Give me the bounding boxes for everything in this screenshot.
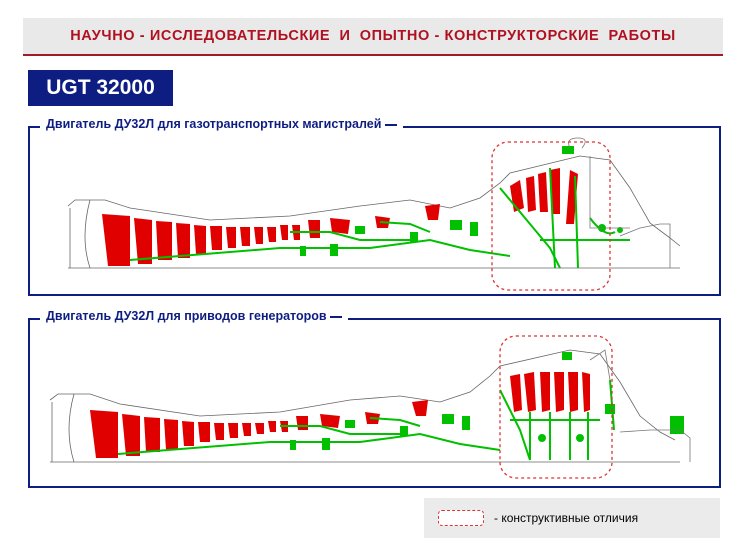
- panel-title: Двигатель ДУ32Л для приводов генераторов: [40, 309, 349, 323]
- legend: - конструктивные отличия: [424, 498, 720, 538]
- panel-title: Двигатель ДУ32Л для газотранспортных маг…: [40, 117, 403, 131]
- legend-label: - конструктивные отличия: [494, 511, 639, 525]
- engine-section-diagram: [49, 335, 691, 479]
- legend-dashed-box: [438, 510, 484, 526]
- panel-generator-drive: Двигатель ДУ32Л для приводов генераторов: [28, 309, 721, 488]
- engine-section-diagram: [67, 137, 681, 291]
- page-header: НАУЧНО - ИССЛЕДОВАТЕЛЬСКИЕ И ОПЫТНО - КО…: [23, 18, 723, 56]
- page-title: НАУЧНО - ИССЛЕДОВАТЕЛЬСКИЕ И ОПЫТНО - КО…: [70, 28, 676, 44]
- panel-gas-transport: Двигатель ДУ32Л для газотранспортных маг…: [28, 117, 721, 296]
- model-badge: UGT 32000: [28, 70, 173, 106]
